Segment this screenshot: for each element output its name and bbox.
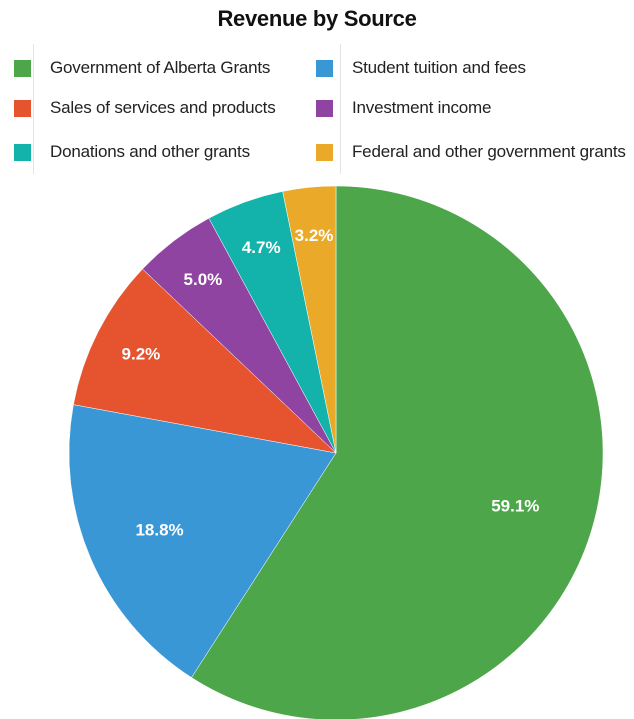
pie-slice-label-federal-and-other-government-grants: 3.2% <box>295 226 334 245</box>
pie-slice-label-sales-of-services-and-products: 9.2% <box>122 345 161 364</box>
legend-label: Government of Alberta Grants <box>50 58 271 77</box>
pie-slice-government-of-alberta-grants <box>191 185 604 719</box>
legend-label: Sales of services and products <box>50 98 276 117</box>
legend-item-donations-and-other-grants: Donations and other grants <box>14 140 250 164</box>
pie-slice-label-investment-income: 5.0% <box>184 270 223 289</box>
legend-guide-left <box>33 44 34 174</box>
legend-swatch <box>14 59 31 77</box>
legend-label: Donations and other grants <box>50 142 250 161</box>
legend-label: Federal and other government grants <box>352 142 626 161</box>
pie-slice-student-tuition-and-fees <box>68 404 337 678</box>
legend-swatch <box>316 99 333 117</box>
legend-swatch <box>316 59 333 77</box>
pie-slice-label-government-of-alberta-grants: 59.1% <box>491 497 539 516</box>
chart-title: Revenue by Source <box>217 6 417 31</box>
legend-item-investment-income: Investment income <box>316 96 491 120</box>
legend-label: Investment income <box>352 98 492 117</box>
pie-slice-federal-and-other-government-grants <box>282 185 337 454</box>
pie-slice-sales-of-services-and-products <box>73 268 337 454</box>
legend-swatch <box>14 143 31 161</box>
legend-item-sales-of-services-and-products: Sales of services and products <box>14 96 276 120</box>
legend-label: Student tuition and fees <box>352 58 526 77</box>
legend-swatch <box>14 99 31 117</box>
chart-legend: Government of Alberta Grants Student tui… <box>0 0 634 180</box>
legend-item-student-tuition-and-fees: Student tuition and fees <box>316 56 526 80</box>
pie-slice-label-donations-and-other-grants: 4.7% <box>242 238 281 257</box>
legend-guide-right <box>340 44 341 174</box>
pie-slice-label-student-tuition-and-fees: 18.8% <box>135 520 183 539</box>
legend-item-government-of-alberta-grants: Government of Alberta Grants <box>14 56 270 80</box>
legend-item-federal-and-other-government-grants: Federal and other government grants <box>316 140 626 164</box>
legend-swatch <box>316 143 333 161</box>
